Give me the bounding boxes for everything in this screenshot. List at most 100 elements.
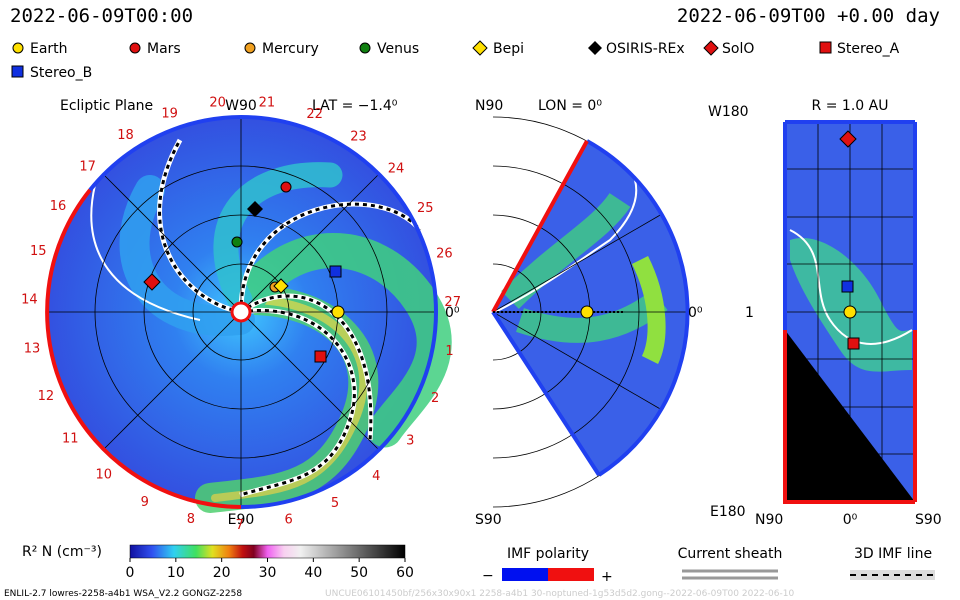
carrington-label: 14 bbox=[21, 292, 38, 307]
shape bbox=[472, 40, 488, 56]
label: W180 bbox=[708, 104, 749, 120]
shape bbox=[314, 350, 327, 363]
label: Venus bbox=[377, 41, 419, 57]
carrington-label: 20 bbox=[209, 95, 226, 110]
label: Bepi bbox=[493, 41, 524, 57]
carrington-label: 2 bbox=[431, 391, 439, 406]
carrington-label: 27 bbox=[444, 295, 461, 310]
shape bbox=[847, 337, 860, 350]
shape bbox=[232, 233, 452, 448]
shape bbox=[129, 42, 141, 54]
carrington-label: 16 bbox=[50, 199, 67, 214]
shape bbox=[119, 162, 452, 513]
shape bbox=[839, 130, 857, 148]
colorbar-tick-label: 40 bbox=[304, 565, 322, 581]
carrington-label: 15 bbox=[30, 244, 47, 259]
shape bbox=[502, 568, 548, 581]
shape bbox=[12, 42, 24, 54]
label: LON = 0⁰ bbox=[538, 98, 602, 114]
carrington-label: 25 bbox=[417, 201, 434, 216]
carrington-label: 23 bbox=[350, 130, 367, 145]
label: 2022-06-09T00:00 bbox=[10, 5, 193, 27]
carrington-label: 6 bbox=[285, 513, 293, 528]
shape bbox=[548, 568, 594, 581]
carrington-label: 21 bbox=[259, 96, 276, 111]
carrington-label: 19 bbox=[161, 106, 178, 121]
shape bbox=[239, 309, 356, 497]
label: IMF polarity bbox=[507, 546, 589, 562]
label: Ecliptic Plane bbox=[60, 98, 153, 114]
colorbar-tick-label: 10 bbox=[167, 565, 185, 581]
label: N90 bbox=[475, 98, 503, 114]
shape bbox=[703, 40, 719, 56]
carrington-label: 7 bbox=[236, 518, 244, 533]
shape bbox=[588, 41, 602, 55]
shape bbox=[491, 140, 589, 313]
shape bbox=[247, 201, 263, 217]
shape bbox=[230, 301, 252, 323]
carrington-label: 1 bbox=[445, 344, 453, 359]
label: SolO bbox=[722, 41, 754, 57]
shape bbox=[586, 139, 690, 477]
carrington-label: 22 bbox=[306, 107, 323, 122]
shape bbox=[492, 311, 663, 411]
footer: ENLIL-2.7 lowres-2258-a4b1 WSA_V2.2 GONG… bbox=[4, 589, 794, 599]
label: − bbox=[482, 568, 494, 584]
carrington-label: 26 bbox=[436, 246, 453, 261]
label: Stereo_A bbox=[837, 41, 900, 57]
label: 2022-06-09T00 +0.00 day bbox=[677, 5, 940, 27]
shape bbox=[790, 238, 912, 372]
label: Earth bbox=[30, 41, 68, 57]
shape bbox=[240, 294, 373, 441]
label: 0⁰ bbox=[445, 305, 460, 321]
shape bbox=[90, 138, 422, 498]
shape bbox=[158, 139, 242, 314]
carrington-label: 11 bbox=[62, 432, 79, 447]
label: Mercury bbox=[262, 41, 319, 57]
shape bbox=[231, 236, 243, 248]
shape bbox=[240, 115, 438, 509]
carrington-label: 12 bbox=[38, 389, 55, 404]
label: Stereo_B bbox=[30, 65, 92, 81]
label: LAT = −1.4⁰ bbox=[312, 98, 398, 114]
label: UNCUE06101450bf/256x30x90x1 2258-a4b1 30… bbox=[325, 589, 794, 599]
shape bbox=[841, 280, 854, 293]
shape bbox=[244, 42, 256, 54]
shape bbox=[143, 273, 161, 291]
label: OSIRIS-REx bbox=[606, 41, 685, 57]
label: + bbox=[601, 569, 613, 585]
shape bbox=[501, 192, 668, 343]
label: E180 bbox=[710, 504, 746, 520]
shape bbox=[11, 65, 24, 78]
label: R² N (cm⁻³) bbox=[22, 544, 102, 560]
shape bbox=[843, 305, 857, 319]
header: 2022-06-09T00:00 2022-06-09T00 +0.00 day bbox=[10, 5, 940, 27]
shape bbox=[494, 179, 638, 313]
carrington-label: 3 bbox=[406, 434, 414, 449]
ecliptic-panel: Ecliptic Plane W90 LAT = −1.4⁰ E90 0⁰ 12… bbox=[21, 95, 461, 533]
shape bbox=[491, 310, 601, 477]
shape bbox=[90, 184, 201, 321]
shape bbox=[819, 41, 832, 54]
carrington-label: 18 bbox=[117, 128, 134, 143]
shape bbox=[580, 305, 594, 319]
shape bbox=[119, 175, 255, 336]
label: ENLIL-2.7 lowres-2258-a4b1 WSA_V2.2 GONG… bbox=[4, 589, 242, 599]
shape bbox=[273, 278, 289, 294]
carrington-label: 9 bbox=[141, 495, 149, 510]
shape bbox=[492, 213, 663, 313]
shape bbox=[783, 330, 915, 504]
sphere-panel: W180 R = 1.0 AU E180 1 N90 0⁰ S90 bbox=[708, 98, 942, 528]
label: E90 bbox=[228, 512, 255, 528]
imf-legend: IMF polarity − + Current sheath 3D IMF li… bbox=[482, 546, 935, 585]
meridional-panel: N90 LON = 0⁰ S90 0⁰ bbox=[475, 98, 703, 528]
label: S90 bbox=[915, 512, 942, 528]
shape bbox=[238, 201, 422, 313]
label: 0⁰ bbox=[843, 512, 858, 528]
carrington-label: 13 bbox=[24, 342, 41, 357]
carrington-label: 5 bbox=[331, 496, 339, 511]
label: Mars bbox=[147, 41, 181, 57]
shape bbox=[280, 181, 292, 193]
